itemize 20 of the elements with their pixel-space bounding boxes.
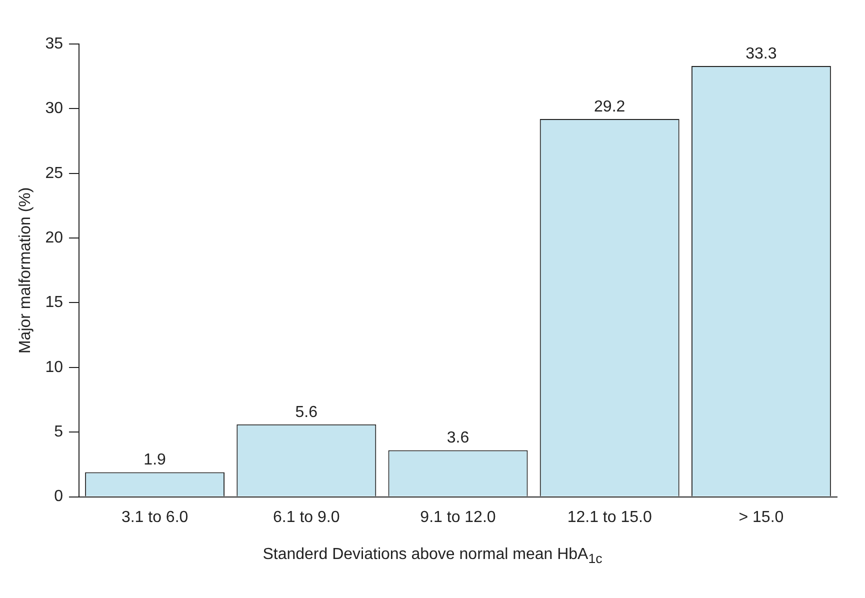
y-axis-title: Major malformation (%) [17,187,34,354]
y-tick-label: 15 [45,294,64,312]
data-label: 29.2 [594,98,626,116]
y-tick-label: 20 [45,229,64,246]
data-label: 1.9 [144,452,166,469]
data-label: 33.3 [746,45,777,62]
y-tick-label: 0 [54,488,64,506]
y-tick-label: 25 [45,164,64,182]
x-tick-label: 3.1 to 6.0 [121,508,188,526]
x-tick-label: 6.1 to 9.0 [273,508,340,526]
data-label: 5.6 [295,404,318,421]
y-tick-label: 10 [45,358,64,376]
y-tick-label: 30 [45,100,64,118]
x-tick-label: > 15.0 [738,508,784,526]
data-label: 3.6 [446,430,470,447]
y-tick-label: 5 [54,424,64,441]
y-tick-label: 35 [45,35,64,52]
x-tick-label: 12.1 to 15.0 [567,508,652,526]
x-axis-title: Standerd Deviations above normal mean HbA$_{1c}$ [262,546,604,566]
x-tick-label: 9.1 to 12.0 [420,508,496,526]
